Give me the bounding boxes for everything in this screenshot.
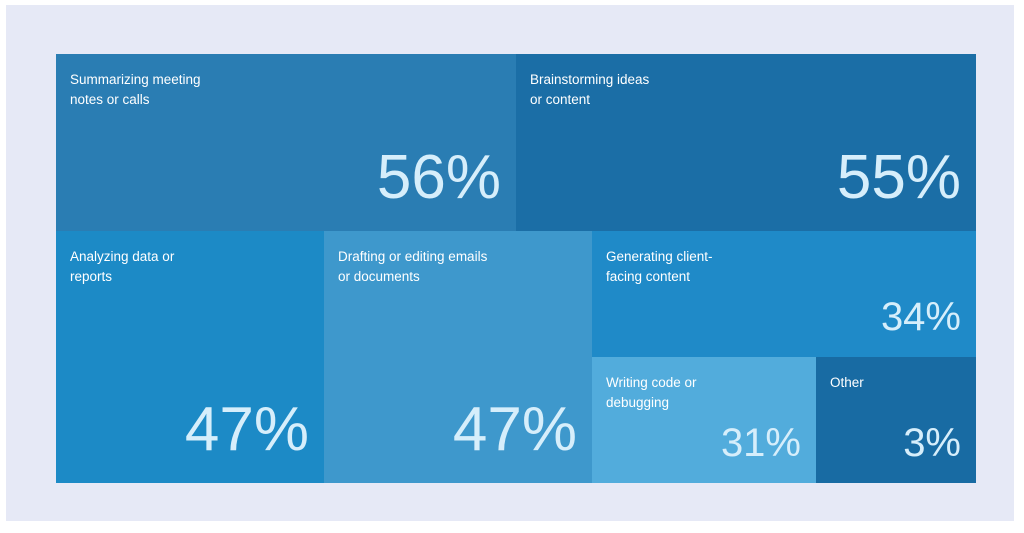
treemap-tile: Drafting or editing emails or documents 4… xyxy=(324,231,592,483)
tile-value: 31% xyxy=(720,421,801,465)
tile-label: Summarizing meeting notes or calls xyxy=(70,72,201,107)
treemap-tile: Summarizing meeting notes or calls 56% xyxy=(56,54,516,231)
chart-background: Summarizing meeting notes or calls 56% Bra… xyxy=(6,5,1014,521)
treemap-tile: Other 3% xyxy=(816,357,976,483)
treemap-tile: Generating client- facing content 34% xyxy=(592,231,976,357)
tile-label: Other xyxy=(830,375,864,390)
treemap-tile: Analyzing data or reports 47% xyxy=(56,231,324,483)
tile-label: Drafting or editing emails or documents xyxy=(338,249,488,284)
tile-value: 34% xyxy=(880,295,961,339)
tile-value: 47% xyxy=(184,395,309,464)
treemap-chart: Summarizing meeting notes or calls 56% Bra… xyxy=(56,54,976,483)
tile-value: 56% xyxy=(376,143,501,212)
tile-label: Brainstorming ideas or content xyxy=(530,72,650,107)
treemap-tile: Brainstorming ideas or content 55% xyxy=(516,54,976,231)
tile-label: Writing code or debugging xyxy=(606,375,697,410)
tile-value: 55% xyxy=(836,143,961,212)
treemap-tile: Writing code or debugging 31% xyxy=(592,357,816,483)
tile-label: Analyzing data or reports xyxy=(70,249,175,284)
tile-value: 47% xyxy=(452,395,577,464)
tile-value: 3% xyxy=(903,421,961,465)
tile-label: Generating client- facing content xyxy=(606,249,713,284)
